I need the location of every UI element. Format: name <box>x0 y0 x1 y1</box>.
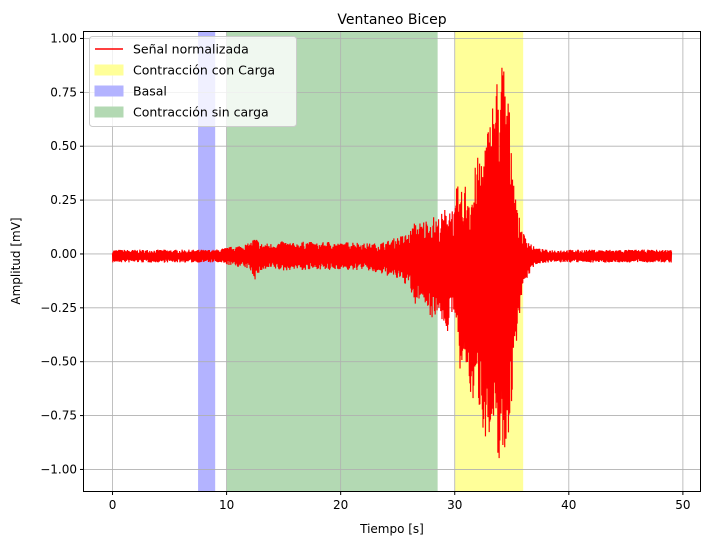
x-tick-label-1: 10 <box>219 498 234 512</box>
y-tick-label-5: −0.25 <box>40 301 77 315</box>
x-tick-label-2: 20 <box>333 498 348 512</box>
legend-swatch-3 <box>94 106 124 118</box>
legend-swatch-1 <box>94 64 124 76</box>
legend: Señal normalizada Contracción con Carga Ba… <box>89 36 297 127</box>
region-1 <box>198 32 216 491</box>
x-tick-label-3: 30 <box>447 498 462 512</box>
legend-label-1: Contracción con Carga <box>133 63 275 78</box>
plot-frame <box>83 31 701 492</box>
y-tick-label-4: 0.00 <box>50 247 77 261</box>
x-axis-label: Tiempo [s] <box>359 522 424 536</box>
signal-series <box>111 67 673 459</box>
y-tick-label-1: 0.75 <box>50 85 77 99</box>
y-axis-label: Amplitud [mV] <box>9 217 23 304</box>
y-tick-label-0: 1.00 <box>50 31 77 45</box>
x-tick-label-5: 50 <box>675 498 690 512</box>
x-axis: 0 10 20 30 40 50 <box>109 491 691 512</box>
signal-line <box>111 67 673 459</box>
y-axis: 1.00 0.75 0.50 0.25 0.00 −0.25 −0.50 −0.75 −1.00 <box>40 31 84 476</box>
y-tick-label-3: 0.25 <box>50 193 77 207</box>
legend-label-3: Contracción sin carga <box>133 105 269 120</box>
y-tick-label-6: −0.50 <box>40 355 77 369</box>
x-tick-label-0: 0 <box>109 498 117 512</box>
chart-title: Ventaneo Bicep <box>337 12 446 28</box>
legend-swatch-2 <box>94 85 124 97</box>
x-tick-label-4: 40 <box>561 498 576 512</box>
legend-label-0: Señal normalizada <box>133 42 249 57</box>
y-tick-label-8: −1.00 <box>40 462 77 476</box>
legend-box <box>89 36 297 127</box>
y-tick-label-2: 0.50 <box>50 139 77 153</box>
legend-label-2: Basal <box>133 84 167 99</box>
y-tick-label-7: −0.75 <box>40 409 77 423</box>
